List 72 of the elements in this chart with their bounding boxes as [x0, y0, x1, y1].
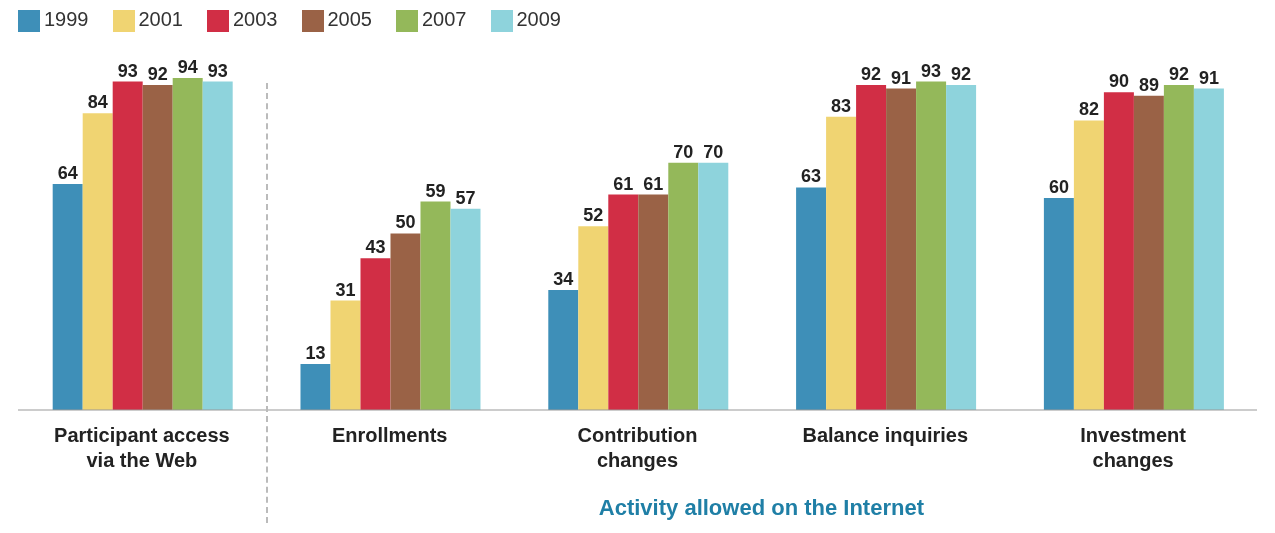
bar — [360, 258, 391, 410]
bar — [1043, 198, 1074, 410]
data-label: 57 — [455, 187, 476, 208]
bar — [202, 81, 233, 410]
legend-label: 2001 — [138, 8, 183, 30]
x-tick-label: Participant access via the Web — [54, 424, 230, 471]
data-label: 34 — [553, 268, 574, 289]
bar — [82, 113, 113, 410]
data-label: 94 — [177, 57, 198, 77]
bar — [172, 78, 203, 410]
bar — [946, 85, 977, 410]
data-label: 92 — [861, 64, 882, 85]
bar — [142, 85, 173, 410]
x-tick-label: Enrollments — [331, 424, 448, 446]
data-label: 50 — [395, 212, 416, 233]
x-tick-label: Contribution changes — [577, 424, 698, 471]
data-label: 93 — [921, 60, 942, 81]
data-label: 82 — [1078, 99, 1099, 120]
data-label: 70 — [673, 141, 694, 162]
data-label: 59 — [425, 180, 446, 201]
data-label: 13 — [305, 343, 326, 364]
data-label: 91 — [1198, 67, 1219, 88]
data-label: 64 — [57, 162, 78, 183]
bar — [1103, 92, 1134, 410]
bar — [1133, 95, 1164, 410]
data-label: 61 — [643, 173, 664, 194]
bar — [52, 183, 83, 410]
legend-label: 1999 — [44, 8, 89, 30]
data-label: 31 — [335, 279, 356, 300]
bar — [796, 187, 827, 410]
data-label: 70 — [703, 141, 724, 162]
data-label: 52 — [583, 205, 604, 226]
bar — [608, 194, 639, 410]
data-label: 92 — [1168, 64, 1189, 85]
bar — [856, 85, 887, 410]
bar — [450, 208, 481, 410]
data-label: 92 — [147, 64, 168, 85]
data-label: 89 — [1138, 74, 1159, 95]
bar — [916, 81, 947, 410]
x-tick-label: Balance inquiries — [802, 424, 969, 446]
data-label: 91 — [891, 67, 912, 88]
bar — [668, 162, 699, 410]
bar — [1163, 85, 1194, 410]
data-label: 84 — [87, 92, 108, 113]
bar — [1073, 120, 1104, 410]
data-label: 83 — [831, 95, 852, 116]
bar — [548, 289, 579, 410]
data-label: 60 — [1048, 177, 1069, 198]
data-label: 63 — [801, 166, 822, 187]
bar — [638, 194, 669, 410]
bar — [826, 116, 857, 410]
bar — [886, 88, 917, 410]
bar — [578, 226, 609, 410]
bar — [698, 162, 729, 410]
bar — [390, 233, 421, 410]
data-label: 92 — [951, 64, 972, 85]
legend-label: 2005 — [327, 8, 372, 30]
bar — [300, 364, 331, 410]
x-tick-label: Investment changes — [1080, 424, 1187, 471]
legend-label: 2007 — [422, 8, 467, 30]
bar — [420, 201, 451, 410]
data-label: 90 — [1108, 71, 1129, 92]
data-label: 61 — [613, 173, 634, 194]
legend-label: 2003 — [233, 8, 278, 30]
bar — [1193, 88, 1224, 410]
data-label: 93 — [207, 60, 228, 81]
legend-label: 2009 — [516, 8, 561, 30]
data-label: 93 — [117, 60, 138, 81]
data-label: 43 — [365, 237, 386, 258]
bar — [112, 81, 143, 410]
bar — [330, 300, 361, 410]
x-axis-title: Activity allowed on the Internet — [598, 495, 925, 520]
